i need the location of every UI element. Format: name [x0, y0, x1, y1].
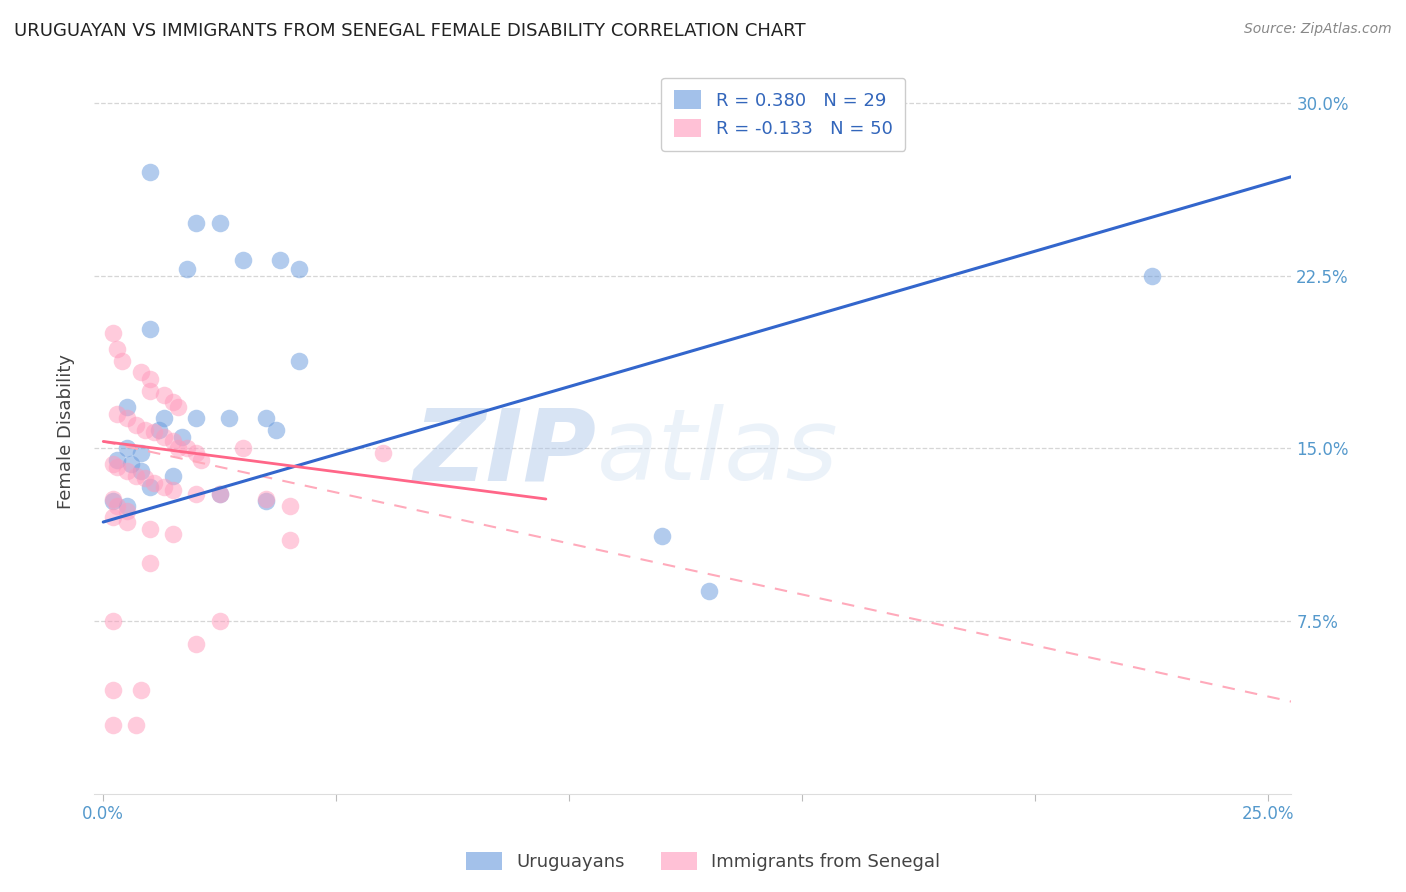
Point	[232, 442, 254, 456]
Point	[105, 343, 128, 357]
Point	[172, 430, 194, 444]
Point	[111, 354, 134, 368]
Point	[105, 407, 128, 421]
Point	[153, 481, 176, 495]
Point	[254, 411, 277, 425]
Point	[371, 446, 394, 460]
Point	[105, 453, 128, 467]
Point	[129, 365, 152, 379]
Point	[148, 423, 170, 437]
Point	[269, 252, 291, 267]
Point	[101, 683, 124, 698]
Point	[134, 423, 156, 437]
Point	[1140, 268, 1163, 283]
Point	[101, 717, 124, 731]
Point	[139, 372, 162, 386]
Point	[139, 165, 162, 179]
Y-axis label: Female Disability: Female Disability	[58, 353, 75, 508]
Point	[125, 717, 148, 731]
Point	[208, 614, 231, 628]
Point	[153, 388, 176, 402]
Point	[101, 458, 124, 472]
Point	[208, 487, 231, 501]
Point	[139, 522, 162, 536]
Point	[101, 494, 124, 508]
Point	[254, 491, 277, 506]
Text: Source: ZipAtlas.com: Source: ZipAtlas.com	[1244, 22, 1392, 37]
Point	[208, 216, 231, 230]
Point	[190, 453, 212, 467]
Point	[139, 557, 162, 571]
Point	[115, 503, 138, 517]
Point	[101, 326, 124, 341]
Point	[176, 261, 198, 276]
Point	[115, 442, 138, 456]
Text: ZIP: ZIP	[413, 404, 596, 501]
Point	[101, 491, 124, 506]
Point	[208, 487, 231, 501]
Point	[115, 515, 138, 529]
Point	[134, 471, 156, 485]
Point	[143, 425, 166, 440]
Point	[254, 494, 277, 508]
Point	[139, 481, 162, 495]
Point	[139, 321, 162, 335]
Point	[120, 458, 142, 472]
Point	[651, 529, 673, 543]
Point	[162, 395, 184, 409]
Point	[115, 411, 138, 425]
Point	[115, 400, 138, 414]
Point	[153, 430, 176, 444]
Point	[105, 459, 128, 474]
Point	[143, 475, 166, 490]
Point	[288, 261, 311, 276]
Text: URUGUAYAN VS IMMIGRANTS FROM SENEGAL FEMALE DISABILITY CORRELATION CHART: URUGUAYAN VS IMMIGRANTS FROM SENEGAL FEM…	[14, 22, 806, 40]
Point	[232, 252, 254, 267]
Point	[162, 526, 184, 541]
Point	[186, 411, 208, 425]
Point	[125, 418, 148, 433]
Point	[264, 423, 287, 437]
Point	[186, 637, 208, 651]
Text: atlas: atlas	[596, 404, 838, 501]
Point	[278, 499, 301, 513]
Point	[162, 483, 184, 497]
Point	[129, 464, 152, 478]
Point	[176, 442, 198, 456]
Point	[125, 469, 148, 483]
Point	[186, 446, 208, 460]
Point	[162, 469, 184, 483]
Point	[101, 510, 124, 524]
Point	[288, 354, 311, 368]
Point	[105, 499, 128, 513]
Point	[218, 411, 240, 425]
Point	[101, 614, 124, 628]
Point	[162, 434, 184, 449]
Legend: R = 0.380   N = 29, R = -0.133   N = 50: R = 0.380 N = 29, R = -0.133 N = 50	[661, 78, 905, 151]
Point	[166, 442, 188, 456]
Point	[697, 584, 720, 599]
Point	[115, 464, 138, 478]
Point	[166, 400, 188, 414]
Point	[139, 384, 162, 398]
Legend: Uruguayans, Immigrants from Senegal: Uruguayans, Immigrants from Senegal	[458, 845, 948, 879]
Point	[129, 683, 152, 698]
Point	[186, 216, 208, 230]
Point	[129, 446, 152, 460]
Point	[186, 487, 208, 501]
Point	[278, 533, 301, 548]
Point	[153, 411, 176, 425]
Point	[115, 499, 138, 513]
